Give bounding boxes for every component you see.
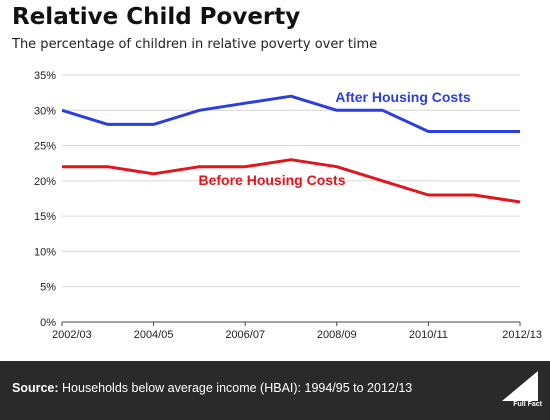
line-chart: 0%5%10%15%20%25%30%35% 2002/03 2004/05 200…: [34, 70, 542, 341]
x-tick-label: 2008/09: [317, 329, 357, 341]
footer-bar: Source: Households below average income …: [0, 361, 550, 420]
axes: [61, 321, 521, 326]
grid-lines: [62, 74, 520, 288]
x-tick-label: 2004/05: [134, 329, 174, 341]
x-tick-label: 2002/03: [52, 329, 92, 341]
logo-text: Full Fact: [513, 401, 542, 408]
y-tick-label: 35%: [34, 70, 56, 82]
y-tick-label: 10%: [34, 246, 56, 258]
y-tick-label: 0%: [40, 317, 56, 329]
source-label: Source:: [12, 381, 59, 395]
y-tick-labels: 0% 5% 10% 15% 20% 25% 30% 35%: [34, 70, 56, 329]
x-tick-label: 2012/13: [502, 329, 542, 341]
source-note: Source: Households below average income …: [12, 381, 412, 395]
series-label: Before Housing Costs: [198, 172, 345, 188]
y-tick-label: 15%: [34, 211, 56, 223]
y-tick-label: 20%: [34, 176, 56, 188]
series-lines: [61, 94, 521, 204]
full-fact-logo-icon: [502, 371, 538, 401]
series-line-0: [61, 94, 520, 133]
y-tick-label: 5%: [40, 282, 56, 294]
x-tick-labels: 2002/03 2004/05 2006/07 2008/09 2010/11 2012/…: [52, 329, 542, 341]
chart-subtitle: The percentage of children in relative p…: [12, 37, 378, 52]
x-tick-label: 2006/07: [225, 329, 265, 341]
source-text: Households below average income (HBAI): …: [58, 381, 413, 395]
chart-title: Relative Child Poverty: [12, 4, 301, 30]
series-label: After Housing Costs: [335, 89, 471, 105]
x-tick-label: 2010/11: [409, 329, 448, 341]
y-tick-label: 30%: [34, 105, 56, 117]
series-line-1: [62, 158, 521, 204]
y-tick-label: 25%: [34, 141, 56, 153]
series-labels: After Housing Costs Before Housing Costs: [198, 89, 470, 188]
